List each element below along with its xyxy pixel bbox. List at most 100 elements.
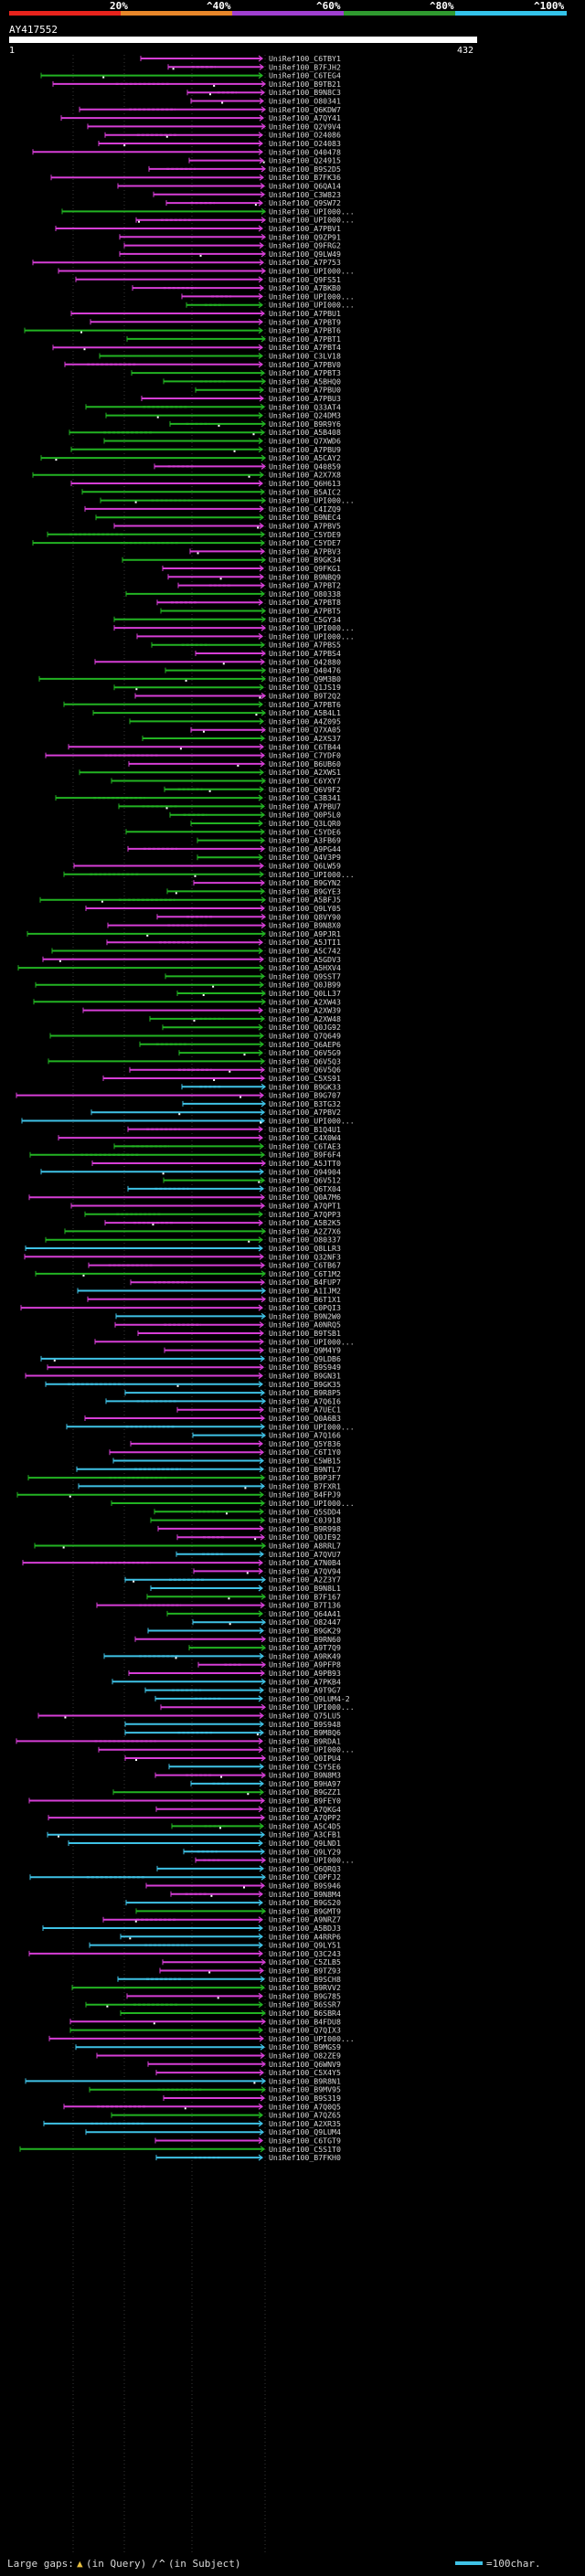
- hit-row[interactable]: UniRef100_C7YDF0: [45, 751, 341, 760]
- hit-label[interactable]: UniRef100_Q24DM3: [269, 411, 341, 420]
- hit-row[interactable]: UniRef100_B9N8M4: [170, 1890, 341, 1899]
- hit-label[interactable]: UniRef100_A7PKB4: [269, 1677, 341, 1686]
- hit-label[interactable]: UniRef100_UPI000...: [269, 267, 355, 276]
- hit-label[interactable]: UniRef100_C5GY34: [269, 615, 341, 624]
- hit-row[interactable]: UniRef100_Q9LY05: [85, 904, 341, 913]
- hit-label[interactable]: UniRef100_B9S2D5: [269, 164, 341, 174]
- hit-label[interactable]: UniRef100_Q6WNV9: [269, 2060, 341, 2069]
- hit-row[interactable]: UniRef100_Q75LU5: [37, 1712, 341, 1721]
- hit-row[interactable]: UniRef100_B9S946: [145, 1882, 341, 1891]
- hit-label[interactable]: UniRef100_UPI000...: [269, 1499, 355, 1508]
- hit-label[interactable]: UniRef100_A7QVU7: [269, 1550, 341, 1559]
- hit-row[interactable]: UniRef100_A5HXV4: [17, 963, 341, 972]
- hit-label[interactable]: UniRef100_B9GZZ1: [269, 1787, 341, 1797]
- hit-label[interactable]: UniRef100_A5BDJ3: [269, 1924, 341, 1933]
- hit-row[interactable]: UniRef100_A3CFB1: [47, 1830, 341, 1839]
- hit-label[interactable]: UniRef100_C4IZQ9: [269, 504, 341, 514]
- hit-label[interactable]: UniRef100_A7N0B4: [269, 1558, 341, 1567]
- hit-row[interactable]: UniRef100_A7PBT8: [156, 598, 341, 607]
- hit-label[interactable]: UniRef100_A5C742: [269, 947, 341, 956]
- hit-row[interactable]: UniRef100_A7PBU0: [195, 386, 341, 395]
- hit-row[interactable]: UniRef100_Q0JE92: [176, 1532, 341, 1542]
- hit-row[interactable]: UniRef100_A7Q0Q5: [63, 2102, 341, 2111]
- hit-label[interactable]: UniRef100_B9F6F4: [269, 1150, 341, 1160]
- hit-row[interactable]: UniRef100_Q0JB99: [35, 981, 341, 990]
- hit-row[interactable]: UniRef100_UPI000...: [21, 1117, 355, 1126]
- hit-label[interactable]: UniRef100_A5BFJ5: [269, 896, 341, 905]
- hit-row[interactable]: UniRef100_Q9ZP91: [119, 232, 341, 241]
- hit-row[interactable]: UniRef100_A7PBS5: [151, 641, 341, 650]
- hit-label[interactable]: UniRef100_Q0P5L0: [269, 811, 341, 820]
- hit-label[interactable]: UniRef100_B9N2W0: [269, 1311, 341, 1320]
- hit-row[interactable]: UniRef100_B9GZZ1: [112, 1787, 341, 1797]
- hit-row[interactable]: UniRef100_C6T1M2: [35, 1269, 341, 1278]
- hit-label[interactable]: UniRef100_A7PBV5: [269, 522, 341, 531]
- hit-row[interactable]: UniRef100_A7PBU1: [70, 309, 341, 318]
- hit-row[interactable]: UniRef100_Q6V512: [163, 1176, 341, 1185]
- hit-row[interactable]: UniRef100_A7Q166: [192, 1431, 341, 1440]
- hit-label[interactable]: UniRef100_UPI000...: [269, 1337, 355, 1346]
- hit-label[interactable]: UniRef100_A2XW39: [269, 1006, 341, 1015]
- hit-label[interactable]: UniRef100_B9R8N1: [269, 2076, 341, 2085]
- hit-row[interactable]: UniRef100_B9R8P5: [124, 1388, 341, 1397]
- hit-row[interactable]: UniRef100_A9T9G7: [144, 1686, 341, 1695]
- hit-row[interactable]: UniRef100_O80338: [125, 589, 341, 599]
- hit-label[interactable]: UniRef100_C5YDE7: [269, 538, 341, 547]
- hit-label[interactable]: UniRef100_B9GMT9: [269, 1906, 341, 1915]
- hit-label[interactable]: UniRef100_B9T2Q2: [269, 692, 341, 701]
- hit-row[interactable]: UniRef100_A7QV94: [193, 1566, 341, 1575]
- hit-row[interactable]: UniRef100_A7UEC1: [176, 1405, 341, 1415]
- hit-label[interactable]: UniRef100_Q75LU5: [269, 1712, 341, 1721]
- hit-row[interactable]: UniRef100_A7PBV3: [189, 546, 341, 556]
- hit-label[interactable]: UniRef100_C3W823: [269, 190, 341, 199]
- hit-row[interactable]: UniRef100_A9PFP8: [197, 1660, 341, 1670]
- hit-label[interactable]: UniRef100_Q7Q649: [269, 1032, 341, 1041]
- hit-label[interactable]: UniRef100_B9G707: [269, 1091, 341, 1100]
- hit-label[interactable]: UniRef100_Q7QIX3: [269, 2026, 341, 2035]
- hit-label[interactable]: UniRef100_A9PJR1: [269, 929, 341, 938]
- hit-row[interactable]: UniRef100_UPI000...: [58, 267, 355, 276]
- hit-row[interactable]: UniRef100_B9G707: [16, 1091, 341, 1100]
- hit-row[interactable]: UniRef100_A7PBT3: [131, 368, 341, 377]
- hit-label[interactable]: UniRef100_UPI000...: [269, 870, 355, 879]
- hit-row[interactable]: UniRef100_A7PBU3: [141, 394, 341, 403]
- hit-row[interactable]: UniRef100_Q9FS51: [75, 275, 341, 284]
- hit-row[interactable]: UniRef100_C0PFJ2: [29, 1872, 341, 1882]
- hit-row[interactable]: UniRef100_Q9SST7: [165, 971, 341, 981]
- hit-row[interactable]: UniRef100_A4RRP6: [120, 1932, 341, 1941]
- hit-label[interactable]: UniRef100_B7T136: [269, 1601, 341, 1610]
- hit-row[interactable]: UniRef100_Q5Y836: [130, 1439, 341, 1448]
- hit-label[interactable]: UniRef100_B9GK33: [269, 1082, 341, 1091]
- hit-row[interactable]: UniRef100_Q6KDW7: [79, 105, 341, 114]
- hit-label[interactable]: UniRef100_A2Z3Y7: [269, 1575, 341, 1585]
- hit-label[interactable]: UniRef100_A3CFB1: [269, 1830, 341, 1839]
- hit-row[interactable]: UniRef100_Q40859: [154, 461, 341, 471]
- hit-label[interactable]: UniRef100_B9P3F7: [269, 1473, 341, 1482]
- hit-row[interactable]: UniRef100_A4Z095: [129, 716, 341, 726]
- hit-row[interactable]: UniRef100_A7QZ65: [111, 2111, 341, 2120]
- hit-label[interactable]: UniRef100_Q6LW59: [269, 862, 341, 871]
- hit-label[interactable]: UniRef100_A2XR35: [269, 2119, 341, 2128]
- hit-label[interactable]: UniRef100_B4FUP7: [269, 1277, 341, 1287]
- hit-row[interactable]: UniRef100_UPI000...: [66, 1422, 355, 1431]
- hit-row[interactable]: UniRef100_O82447: [192, 1617, 341, 1627]
- hit-row[interactable]: UniRef100_Q9LND1: [68, 1839, 341, 1848]
- hit-row[interactable]: UniRef100_Q4V3P9: [197, 853, 341, 862]
- hit-row[interactable]: UniRef100_A9NRZ7: [102, 1915, 341, 1924]
- hit-label[interactable]: UniRef100_B9N8L1: [269, 1584, 341, 1593]
- hit-row[interactable]: UniRef100_B7T136: [96, 1601, 341, 1610]
- hit-row[interactable]: UniRef100_B7FJH2: [167, 62, 341, 71]
- hit-label[interactable]: UniRef100_B9NEC4: [269, 513, 341, 522]
- hit-label[interactable]: UniRef100_C0J918: [269, 1516, 341, 1525]
- hit-row[interactable]: UniRef100_A7PBS4: [195, 649, 341, 658]
- hit-row[interactable]: UniRef100_C5YDE6: [125, 827, 341, 836]
- hit-label[interactable]: UniRef100_A7PBU1: [269, 309, 341, 318]
- hit-label[interactable]: UniRef100_B9RVV2: [269, 1983, 341, 1992]
- hit-label[interactable]: UniRef100_B9TZ93: [269, 1966, 341, 1976]
- hit-label[interactable]: UniRef100_Q4V3P9: [269, 853, 341, 862]
- hit-label[interactable]: UniRef100_A7PBT8: [269, 598, 341, 607]
- hit-row[interactable]: UniRef100_A7QPP3: [84, 1210, 341, 1219]
- hit-label[interactable]: UniRef100_C6TGT9: [269, 2136, 341, 2146]
- hit-row[interactable]: UniRef100_B9TSB1: [137, 1329, 341, 1338]
- hit-row[interactable]: UniRef100_A2Z7X6: [64, 1226, 341, 1235]
